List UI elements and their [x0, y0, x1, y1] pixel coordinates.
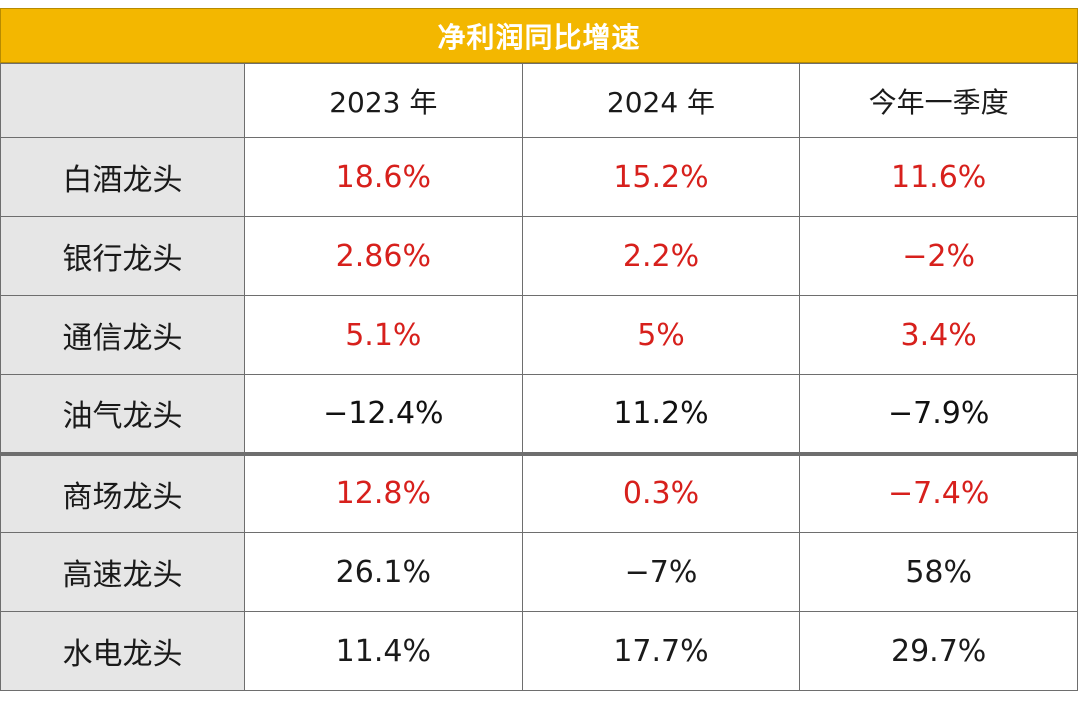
table-title: 净利润同比增速: [0, 8, 1078, 63]
growth-table-container: 净利润同比增速 2023 年 2024 年 今年一季度 白酒龙头 18.6% 1…: [0, 8, 1078, 691]
value-cell: 18.6%: [244, 137, 523, 217]
row-label: 白酒龙头: [0, 137, 245, 217]
row-label: 高速龙头: [0, 532, 245, 612]
column-header-2024: 2024 年: [521, 63, 801, 138]
table-row: 商场龙头 12.8% 0.3% −7.4%: [0, 451, 1078, 533]
value-cell: 15.2%: [521, 137, 801, 217]
value-cell: −12.4%: [244, 374, 523, 454]
value-cell: 29.7%: [799, 611, 1078, 691]
net-profit-growth-table: 2023 年 2024 年 今年一季度 白酒龙头 18.6% 15.2% 11.…: [0, 63, 1078, 691]
value-cell: −7.9%: [799, 374, 1078, 454]
table-row: 高速龙头 26.1% −7% 58%: [0, 532, 1078, 612]
value-cell: 11.6%: [799, 137, 1078, 217]
value-cell: 3.4%: [799, 295, 1078, 375]
value-cell: 11.4%: [244, 611, 523, 691]
value-cell: 2.86%: [244, 216, 523, 296]
row-label: 通信龙头: [0, 295, 245, 375]
value-cell: 12.8%: [244, 451, 523, 533]
table-row: 油气龙头 −12.4% 11.2% −7.9%: [0, 374, 1078, 454]
value-cell: 11.2%: [521, 374, 801, 454]
table-row: 银行龙头 2.86% 2.2% −2%: [0, 216, 1078, 296]
value-cell: −7%: [521, 532, 801, 612]
column-header-2023: 2023 年: [244, 63, 523, 138]
value-cell: 5.1%: [244, 295, 523, 375]
table-row: 通信龙头 5.1% 5% 3.4%: [0, 295, 1078, 375]
value-cell: 58%: [799, 532, 1078, 612]
value-cell: −7.4%: [799, 451, 1078, 533]
header-row: 2023 年 2024 年 今年一季度: [0, 63, 1078, 138]
value-cell: −2%: [799, 216, 1078, 296]
row-label: 商场龙头: [0, 451, 245, 533]
value-cell: 5%: [521, 295, 801, 375]
table-row: 水电龙头 11.4% 17.7% 29.7%: [0, 611, 1078, 691]
row-label: 银行龙头: [0, 216, 245, 296]
row-label: 水电龙头: [0, 611, 245, 691]
table-row: 白酒龙头 18.6% 15.2% 11.6%: [0, 137, 1078, 217]
value-cell: 26.1%: [244, 532, 523, 612]
value-cell: 17.7%: [521, 611, 801, 691]
header-corner-cell: [0, 63, 245, 138]
value-cell: 2.2%: [521, 216, 801, 296]
column-header-q1: 今年一季度: [799, 63, 1078, 138]
row-label: 油气龙头: [0, 374, 245, 454]
value-cell: 0.3%: [521, 451, 801, 533]
